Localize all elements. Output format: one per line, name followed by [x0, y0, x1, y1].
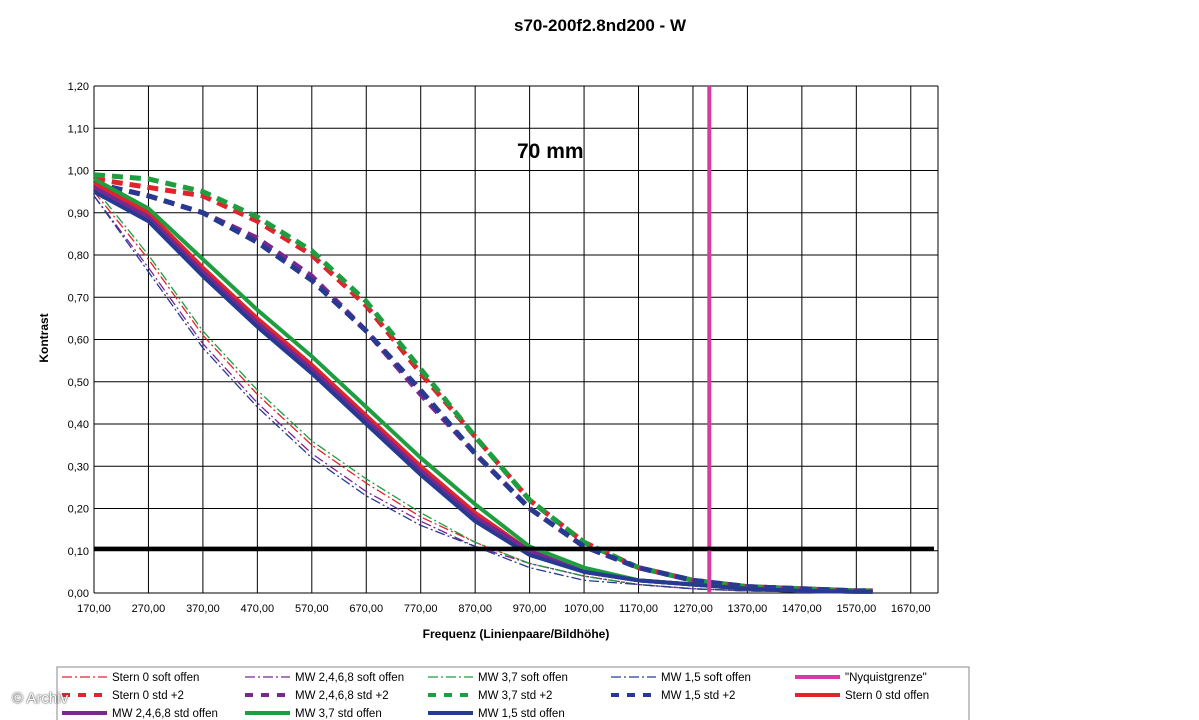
- x-axis-label: Frequenz (Linienpaare/Bildhöhe): [423, 627, 610, 641]
- y-tick-label: 0,60: [68, 335, 89, 347]
- series-line-mw-2-4-6-8-std-2: [93, 180, 873, 594]
- legend-label: MW 1,5 std offen: [478, 708, 565, 720]
- x-tick-label: 1370,00: [728, 603, 768, 615]
- series-line-stern-0-std-offen: [93, 181, 873, 594]
- series-line-stern-0-soft-offen: [93, 191, 873, 593]
- y-tick-label: 0,70: [68, 292, 89, 304]
- legend-label: MW 2,4,6,8 soft offen: [295, 672, 404, 684]
- copyright-credit: © Archiv: [12, 690, 69, 707]
- y-tick-label: 1,20: [68, 81, 89, 93]
- x-tick-label: 1270,00: [673, 603, 713, 615]
- series-line-mw-1-5-std-2: [93, 180, 873, 594]
- y-tick-label: 0,80: [68, 250, 89, 262]
- series-line-mw-2-4-6-8-std-offen: [93, 185, 873, 594]
- y-tick-label: 1,00: [68, 166, 89, 178]
- x-tick-label: 770,00: [404, 603, 438, 615]
- x-tick-label: 170,00: [77, 603, 111, 615]
- y-tick-label: 0,30: [68, 461, 89, 473]
- y-axis-label: Kontrast: [37, 313, 51, 362]
- chart-title: s70-200f2.8nd200 - W: [514, 16, 687, 35]
- x-tick-label: 670,00: [349, 603, 383, 615]
- legend-label: "Nyquistgrenze": [845, 672, 927, 684]
- y-tick-label: 1,10: [68, 123, 89, 135]
- legend-label: MW 2,4,6,8 std offen: [112, 708, 218, 720]
- x-tick-label: 970,00: [513, 603, 547, 615]
- series-line-mw-3-7-soft-offen: [93, 186, 873, 593]
- legend-label: MW 1,5 soft offen: [661, 672, 751, 684]
- x-tick-label: 1170,00: [619, 603, 658, 615]
- x-tick-label: 470,00: [241, 603, 275, 615]
- x-tick-label: 1570,00: [836, 603, 876, 615]
- legend-label: Stern 0 std offen: [845, 690, 929, 702]
- chart-annotation: 70 mm: [517, 140, 584, 163]
- y-tick-label: 0,90: [68, 208, 89, 220]
- x-tick-label: 270,00: [132, 603, 166, 615]
- y-tick-label: 0,10: [68, 546, 89, 558]
- y-tick-label: 0,40: [68, 419, 89, 431]
- legend-label: MW 1,5 std +2: [661, 690, 735, 702]
- y-tick-label: 0,50: [68, 377, 89, 389]
- x-tick-label: 570,00: [295, 603, 329, 615]
- legend-label: MW 2,4,6,8 std +2: [295, 690, 389, 702]
- x-tick-label: 870,00: [458, 603, 492, 615]
- y-tick-label: 0,20: [68, 504, 89, 516]
- series-line-stern-0-std-2: [93, 176, 873, 594]
- y-tick-label: 0,00: [68, 588, 89, 600]
- series-line-mw-1-5-std-offen: [93, 189, 873, 594]
- legend-label: Stern 0 std +2: [112, 690, 184, 702]
- x-tick-label: 1670,00: [891, 603, 931, 615]
- x-tick-label: 1470,00: [782, 603, 822, 615]
- legend-label: MW 3,7 std +2: [478, 690, 552, 702]
- x-tick-label: 370,00: [186, 603, 220, 615]
- series-line-mw-3-7-std-offen: [93, 177, 873, 594]
- legend-label: MW 3,7 std offen: [295, 708, 382, 720]
- x-tick-label: 1070,00: [564, 603, 604, 615]
- legend-label: Stern 0 soft offen: [112, 672, 199, 684]
- legend-label: MW 3,7 soft offen: [478, 672, 568, 684]
